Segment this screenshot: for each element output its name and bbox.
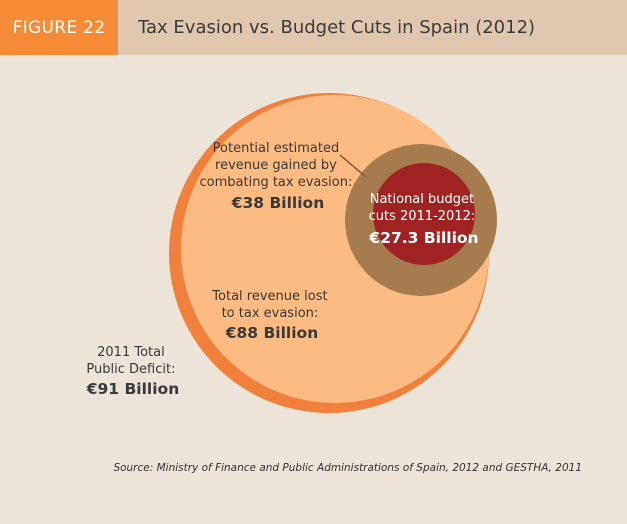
label-public-deficit: 2011 Total Public Deficit: €91 Billion xyxy=(86,345,180,398)
label-public-deficit-line-2: Public Deficit: xyxy=(86,362,175,377)
value-budget-cuts: €27.3 Billion xyxy=(368,229,478,247)
label-budget-cuts-line-1: National budget xyxy=(370,192,474,207)
label-potential-gain-line-3: combating tax evasion: xyxy=(200,175,353,190)
nested-circle-chart: Potential estimated revenue gained by co… xyxy=(86,93,497,413)
source-note: Source: Ministry of Finance and Public A… xyxy=(113,462,582,474)
label-revenue-lost-line-1: Total revenue lost xyxy=(211,289,327,304)
circle-budget-cuts xyxy=(373,163,475,265)
label-revenue-lost-line-2: to tax evasion: xyxy=(222,306,319,321)
value-potential-gain: €38 Billion xyxy=(231,194,325,212)
value-revenue-lost: €88 Billion xyxy=(225,324,319,342)
figure-title: Tax Evasion vs. Budget Cuts in Spain (20… xyxy=(138,17,536,38)
label-potential-gain-line-1: Potential estimated xyxy=(213,141,340,156)
label-budget-cuts-line-2: cuts 2011-2012: xyxy=(369,209,476,224)
label-revenue-lost: Total revenue lost to tax evasion: €88 B… xyxy=(211,289,331,342)
value-public-deficit: €91 Billion xyxy=(86,380,180,398)
label-potential-gain: Potential estimated revenue gained by co… xyxy=(200,141,357,212)
leader-line-potential-gain xyxy=(339,154,367,178)
figure-number-badge: FIGURE 22 xyxy=(0,0,118,55)
label-potential-gain-line-2: revenue gained by xyxy=(215,158,337,173)
label-budget-cuts: National budget cuts 2011-2012: €27.3 Bi… xyxy=(368,192,479,247)
figure-header: FIGURE 22 Tax Evasion vs. Budget Cuts in… xyxy=(0,0,627,55)
label-public-deficit-line-1: 2011 Total xyxy=(97,345,165,360)
